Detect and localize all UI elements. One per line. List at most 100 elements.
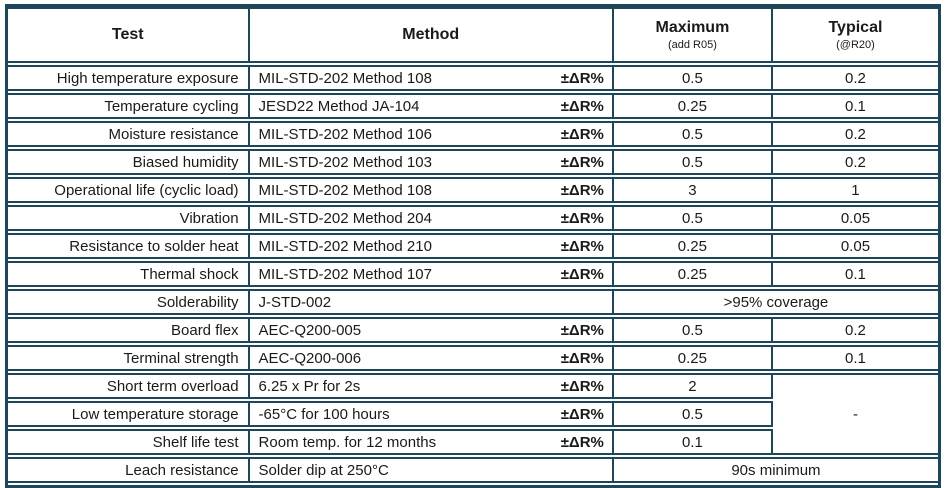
method-cell: ±ΔR% -65°C for 100 hours — [249, 401, 614, 427]
test-cell: Shelf life test — [8, 429, 250, 455]
table-row: Operational life (cyclic load) ±ΔR% MIL-S… — [8, 177, 938, 203]
test-cell: Biased humidity — [8, 149, 250, 175]
method-name: MIL-STD-202 Method 106 — [258, 125, 432, 143]
method-cell: Solder dip at 250°C — [249, 457, 614, 483]
method-cell: ±ΔR% MIL-STD-202 Method 107 — [249, 261, 614, 287]
table-row: Vibration ±ΔR% MIL-STD-202 Method 204 0.5… — [8, 205, 938, 231]
test-cell: Temperature cycling — [8, 93, 250, 119]
method-cell: ±ΔR% MIL-STD-202 Method 103 — [249, 149, 614, 175]
maximum-value-cell: 0.25 — [613, 345, 773, 371]
header-maximum-subtitle: (add R05) — [667, 38, 717, 51]
table-row: Temperature cycling ±ΔR% JESD22 Method JA… — [8, 93, 938, 119]
delta-r-label: ±ΔR% — [560, 265, 604, 283]
table-row: Board flex ±ΔR% AEC-Q200-005 0.5 0.2 — [8, 317, 938, 343]
test-cell: Leach resistance — [8, 457, 250, 483]
table-row: Shelf life test ±ΔR% Room temp. for 12 mo… — [8, 429, 938, 455]
typical-value-cell: 0.2 — [772, 317, 938, 343]
method-name: -65°C for 100 hours — [258, 405, 390, 423]
test-cell: Solderability — [8, 289, 250, 315]
header-typical-subtitle: (@R20) — [836, 38, 875, 51]
header-method: Method — [249, 7, 614, 63]
method-name: MIL-STD-202 Method 210 — [258, 237, 432, 255]
maximum-value-cell: 0.5 — [613, 205, 773, 231]
test-cell: Resistance to solder heat — [8, 233, 250, 259]
typical-value-cell: 0.1 — [772, 261, 938, 287]
test-cell: Vibration — [8, 205, 250, 231]
method-cell: ±ΔR% JESD22 Method JA-104 — [249, 93, 614, 119]
maximum-value-cell: 0.5 — [613, 121, 773, 147]
table-row: Low temperature storage ±ΔR% -65°C for 10… — [8, 401, 938, 427]
method-cell: ±ΔR% AEC-Q200-006 — [249, 345, 614, 371]
delta-r-label: ±ΔR% — [560, 349, 604, 367]
table-row: Thermal shock ±ΔR% MIL-STD-202 Method 107… — [8, 261, 938, 287]
maximum-value-cell: 2 — [613, 373, 773, 399]
header-maximum-title: Maximum — [655, 19, 730, 37]
delta-r-label: ±ΔR% — [560, 321, 604, 339]
table-row: Short term overload ±ΔR% 6.25 x Pr for 2s… — [8, 373, 938, 455]
maximum-value-cell: 3 — [613, 177, 773, 203]
typical-value-cell: 0.05 — [772, 233, 938, 259]
delta-r-label: ±ΔR% — [560, 125, 604, 143]
method-cell: ±ΔR% MIL-STD-202 Method 210 — [249, 233, 614, 259]
header-test: Test — [8, 7, 250, 63]
typical-merged-dash-cell: - — [772, 373, 938, 455]
table-row: High temperature exposure ±ΔR% MIL-STD-20… — [8, 65, 938, 91]
method-name: JESD22 Method JA-104 — [258, 97, 420, 115]
typical-value-cell: 1 — [772, 177, 938, 203]
test-cell: Short term overload — [8, 373, 250, 399]
method-cell: ±ΔR% MIL-STD-202 Method 106 — [249, 121, 614, 147]
delta-r-label: ±ΔR% — [560, 181, 604, 199]
delta-r-label: ±ΔR% — [560, 153, 604, 171]
delta-r-label: ±ΔR% — [560, 433, 604, 451]
method-name: MIL-STD-202 Method 107 — [258, 265, 432, 283]
maximum-value-cell: 0.25 — [613, 93, 773, 119]
method-name: MIL-STD-202 Method 108 — [258, 69, 432, 87]
delta-r-label: ±ΔR% — [560, 209, 604, 227]
method-cell: ±ΔR% AEC-Q200-005 — [249, 317, 614, 343]
header-maximum: Maximum (add R05) — [613, 7, 773, 63]
method-name: Solder dip at 250°C — [258, 461, 389, 479]
qualification-test-table: Test Method Maximum (add R05) Typical (@… — [8, 5, 938, 485]
header-typical: Typical (@R20) — [772, 7, 938, 63]
test-cell: Moisture resistance — [8, 121, 250, 147]
merged-value-cell: 90s minimum — [613, 457, 938, 483]
test-cell: Low temperature storage — [8, 401, 250, 427]
test-cell: High temperature exposure — [8, 65, 250, 91]
maximum-value-cell: 0.5 — [613, 401, 773, 427]
typical-value-cell: 0.2 — [772, 121, 938, 147]
qualification-table-frame: Test Method Maximum (add R05) Typical (@… — [5, 4, 941, 488]
delta-r-label: ±ΔR% — [560, 237, 604, 255]
merged-value-cell: >95% coverage — [613, 289, 938, 315]
method-cell: ±ΔR% 6.25 x Pr for 2s — [249, 373, 614, 399]
test-cell: Board flex — [8, 317, 250, 343]
test-cell: Operational life (cyclic load) — [8, 177, 250, 203]
method-cell: ±ΔR% MIL-STD-202 Method 108 — [249, 177, 614, 203]
typical-value-cell: 0.05 — [772, 205, 938, 231]
typical-value-cell: 0.2 — [772, 149, 938, 175]
method-name: MIL-STD-202 Method 103 — [258, 153, 432, 171]
method-name: Room temp. for 12 months — [258, 433, 437, 451]
method-name: MIL-STD-202 Method 204 — [258, 209, 432, 227]
delta-r-label: ±ΔR% — [560, 377, 604, 395]
method-name: J-STD-002 — [258, 293, 332, 311]
method-name: AEC-Q200-006 — [258, 349, 362, 367]
method-cell: ±ΔR% MIL-STD-202 Method 108 — [249, 65, 614, 91]
method-name: AEC-Q200-005 — [258, 321, 362, 339]
header-row: Test Method Maximum (add R05) Typical (@… — [8, 7, 938, 63]
header-typical-title: Typical — [828, 19, 883, 37]
typical-value-cell: 0.1 — [772, 345, 938, 371]
table-row: Biased humidity ±ΔR% MIL-STD-202 Method 1… — [8, 149, 938, 175]
table-row: Terminal strength ±ΔR% AEC-Q200-006 0.25 … — [8, 345, 938, 371]
method-cell: ±ΔR% Room temp. for 12 months — [249, 429, 614, 455]
table-row: Resistance to solder heat ±ΔR% MIL-STD-20… — [8, 233, 938, 259]
test-cell: Thermal shock — [8, 261, 250, 287]
table-row: Leach resistance Solder dip at 250°C 90s… — [8, 457, 938, 483]
delta-r-label: ±ΔR% — [560, 97, 604, 115]
test-cell: Terminal strength — [8, 345, 250, 371]
delta-r-label: ±ΔR% — [560, 69, 604, 87]
maximum-value-cell: 0.5 — [613, 317, 773, 343]
table-row: Moisture resistance ±ΔR% MIL-STD-202 Meth… — [8, 121, 938, 147]
method-name: MIL-STD-202 Method 108 — [258, 181, 432, 199]
method-cell: ±ΔR% MIL-STD-202 Method 204 — [249, 205, 614, 231]
table-row: Solderability J-STD-002 >95% coverage — [8, 289, 938, 315]
